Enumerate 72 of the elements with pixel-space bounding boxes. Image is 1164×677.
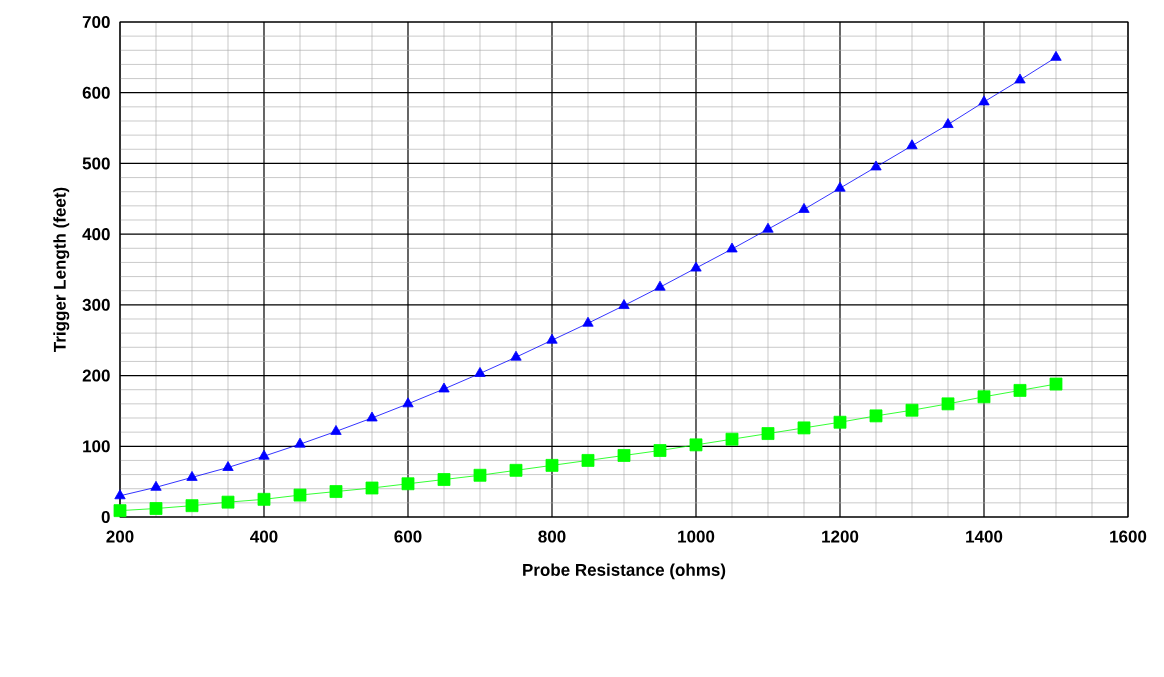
point — [1014, 73, 1026, 84]
point — [906, 139, 918, 150]
point — [870, 160, 882, 171]
point — [869, 409, 883, 423]
point — [690, 261, 702, 272]
point — [474, 367, 486, 377]
y-tick-label: 0 — [101, 510, 110, 524]
point — [366, 411, 378, 422]
point — [654, 280, 666, 291]
point — [186, 471, 198, 481]
point — [581, 454, 595, 467]
y-tick-label: 100 — [83, 440, 110, 453]
point — [330, 425, 342, 435]
point — [221, 495, 235, 509]
point — [1050, 50, 1062, 61]
point — [257, 492, 271, 506]
y-axis-title: Trigger Length (feet) — [53, 187, 70, 352]
y-tick-label: 600 — [82, 86, 110, 99]
point — [438, 382, 450, 393]
point — [149, 502, 163, 515]
point — [798, 202, 810, 213]
point — [761, 427, 775, 440]
point — [222, 461, 234, 471]
y-tick-label: 300 — [82, 298, 110, 311]
point — [114, 489, 126, 500]
x-tick-label: 800 — [538, 530, 566, 543]
y-tick-label: 400 — [82, 228, 110, 241]
point — [546, 333, 558, 344]
point — [365, 481, 379, 495]
point — [834, 181, 846, 192]
x-tick-label: 600 — [394, 530, 422, 543]
point — [653, 444, 667, 457]
x-tick-label: 1000 — [678, 530, 715, 543]
point — [1013, 384, 1027, 397]
point — [294, 437, 306, 448]
point — [258, 449, 270, 460]
point — [726, 242, 738, 253]
point — [833, 415, 847, 429]
y-tick-label: 500 — [82, 157, 110, 170]
point — [509, 463, 523, 477]
x-tick-label: 1600 — [1110, 530, 1147, 543]
point — [473, 468, 487, 482]
point — [1049, 377, 1063, 391]
point — [905, 403, 919, 417]
point — [437, 473, 451, 486]
point — [293, 488, 307, 502]
point — [941, 397, 955, 411]
point — [725, 432, 739, 446]
y-tick-label: 200 — [82, 369, 110, 382]
point — [150, 480, 162, 491]
point — [977, 390, 991, 404]
point — [942, 118, 954, 128]
point — [617, 449, 631, 462]
x-tick-label: 1400 — [966, 530, 1003, 543]
y-tick-label: 700 — [82, 15, 110, 29]
x-axis-title: Probe Resistance (ohms) — [523, 563, 726, 580]
point — [329, 485, 343, 498]
x-tick-label: 200 — [106, 530, 134, 543]
x-tick-label: 400 — [250, 530, 278, 543]
point — [402, 397, 414, 408]
point — [689, 438, 703, 452]
point — [545, 458, 559, 472]
point — [582, 316, 594, 327]
x-tick-label: 1200 — [822, 530, 859, 543]
point — [797, 421, 811, 435]
point — [113, 504, 127, 518]
point — [401, 477, 415, 491]
point — [978, 95, 990, 106]
point — [762, 222, 774, 233]
point — [618, 299, 630, 309]
point — [510, 350, 522, 361]
point — [185, 499, 199, 513]
